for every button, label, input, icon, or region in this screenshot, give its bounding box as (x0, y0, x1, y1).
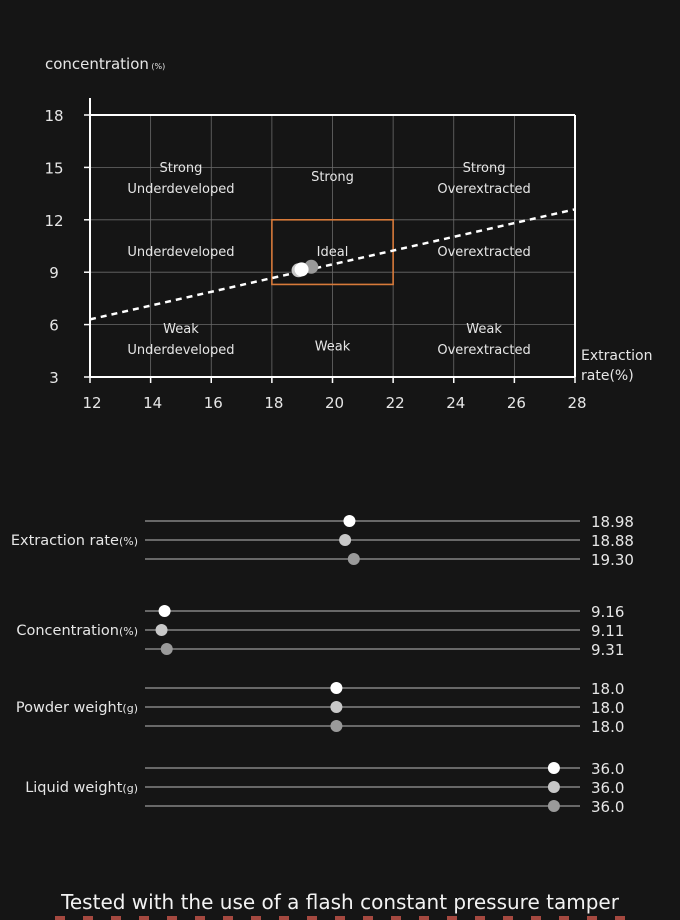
parameter-name: Powder weight (16, 700, 123, 716)
parameter-value: 9.11 (591, 622, 624, 640)
parameter-value: 9.16 (591, 603, 624, 621)
region-label: Weak (163, 322, 199, 337)
parameter-name: Liquid weight (25, 780, 123, 796)
parameter-label: Extraction rate(%) (11, 533, 138, 549)
region-label: Overextracted (437, 182, 530, 197)
parameter-label: Liquid weight(g) (25, 780, 138, 796)
extraction-chart: concentration (%) 3 6 9 12 15 18 12 14 16 18 20 22 24… (11, 55, 653, 816)
parameter-marker (155, 624, 168, 636)
parameter-marker (160, 643, 173, 655)
parameter-marker (330, 701, 343, 713)
parameter-value: 18.0 (591, 699, 624, 717)
parameter-value: 18.88 (591, 532, 634, 550)
x-tick-label: 12 (82, 394, 101, 412)
y-tick-label: 3 (49, 369, 59, 387)
x-tick-label: 16 (204, 394, 223, 412)
parameter-marker (343, 515, 356, 527)
parameter-unit: (%) (119, 535, 138, 548)
parameter-value: 19.30 (591, 551, 634, 569)
parameter-unit: (g) (122, 782, 138, 795)
region-label: Weak (466, 322, 502, 337)
footer-caption: Tested with the use of a flash constant … (61, 890, 619, 914)
parameter-value: 18.98 (591, 513, 634, 531)
parameter-marker (547, 781, 560, 793)
ideal-zone-box (271, 219, 394, 286)
data-point (294, 262, 309, 277)
region-label: Ideal (317, 245, 349, 260)
parameter-marker (547, 762, 560, 774)
parameter-value: 9.31 (591, 641, 624, 659)
x-tick-label: 24 (446, 394, 465, 412)
parameter-name: Extraction rate (11, 533, 119, 549)
x-axis-title: Extraction (581, 348, 652, 364)
region-label: Strong (311, 170, 354, 185)
y-tick-label: 18 (44, 107, 63, 125)
x-tick-label: 14 (143, 394, 162, 412)
parameter-marker (547, 800, 560, 812)
parameter-value: 18.0 (591, 680, 624, 698)
y-axis-title: concentration (%) (45, 55, 165, 73)
region-label: Underdeveloped (127, 245, 234, 260)
parameter-marker (330, 682, 343, 694)
y-tick-label: 6 (49, 317, 59, 335)
region-label: Strong (463, 161, 506, 176)
y-tick-label: 12 (44, 212, 63, 230)
parameter-unit: (g) (122, 702, 138, 715)
x-tick-label: 18 (264, 394, 283, 412)
parameter-unit: (%) (119, 625, 138, 638)
y-axis-unit: (%) (149, 62, 165, 71)
x-tick-label: 20 (325, 394, 344, 412)
parameter-value: 36.0 (591, 779, 624, 797)
parameter-label: Concentration(%) (16, 623, 138, 639)
region-label: Underdeveloped (127, 343, 234, 358)
region-label: Overextracted (437, 343, 530, 358)
y-tick-label: 15 (44, 159, 63, 177)
x-tick-label: 28 (567, 394, 586, 412)
x-tick-label: 26 (507, 394, 526, 412)
footer-decoration (55, 916, 625, 920)
region-label: Underdeveloped (127, 182, 234, 197)
parameter-label: Powder weight(g) (16, 700, 138, 716)
x-axis-title-line2: rate(%) (581, 368, 634, 384)
parameter-value: 18.0 (591, 718, 624, 736)
brew-ratio-line (89, 208, 576, 321)
parameter-marker (347, 553, 360, 565)
y-axis-title-text: concentration (45, 55, 149, 73)
region-label: Overextracted (437, 245, 530, 260)
parameter-marker (158, 605, 171, 617)
parameter-marker (339, 534, 352, 546)
parameter-value: 36.0 (591, 798, 624, 816)
x-tick-label: 22 (386, 394, 405, 412)
region-label: Strong (160, 161, 203, 176)
y-tick-label: 9 (49, 264, 59, 282)
region-label: Weak (315, 340, 351, 355)
parameter-marker (330, 720, 343, 732)
parameter-name: Concentration (16, 623, 119, 639)
parameter-value: 36.0 (591, 760, 624, 778)
